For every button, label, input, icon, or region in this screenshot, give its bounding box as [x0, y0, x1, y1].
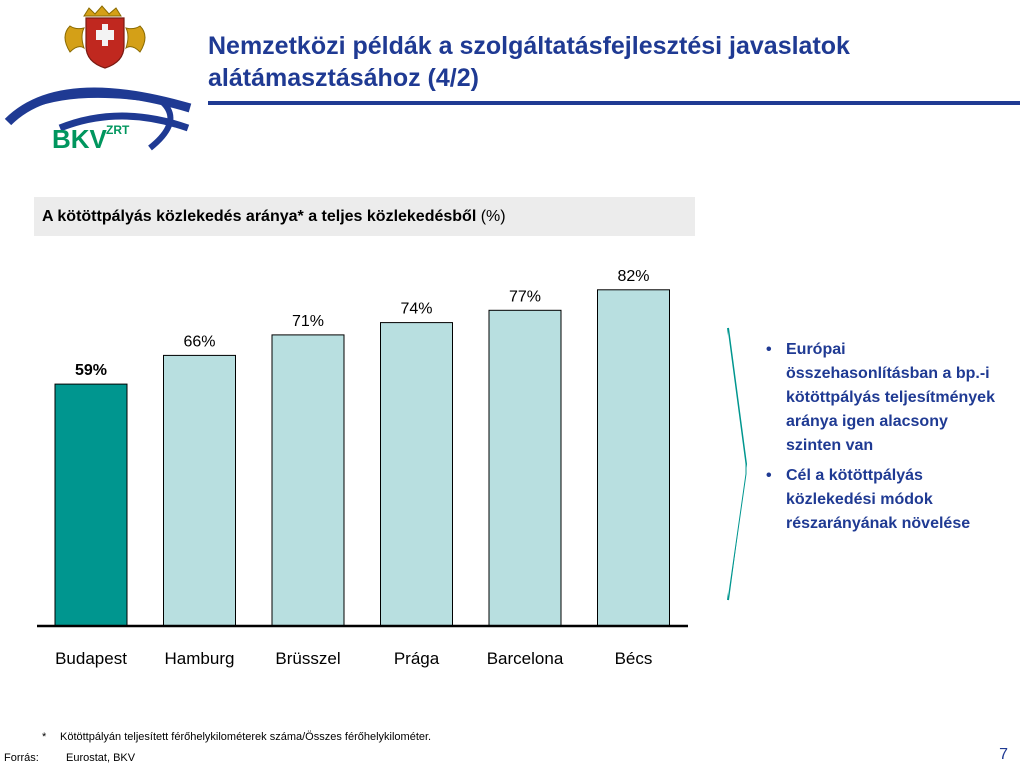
coat-of-arms-icon — [64, 5, 146, 69]
footnote: * Kötöttpályán teljesített férőhelykilomé… — [42, 731, 431, 743]
bar-chart: 59% Budapest 66% Hamburg 71% Brüsszel 74% Prága… — [37, 268, 688, 668]
category-label: Prága — [394, 649, 440, 668]
bkv-logo-superscript: ZRT — [106, 123, 130, 137]
bullet-item: Európai összehasonlításban a bp.-i kötöt… — [760, 338, 1000, 458]
title-divider — [208, 101, 1020, 105]
source-note: Forrás: Eurostat, BKV — [4, 752, 135, 764]
page-title-line-2: alátámasztásához (4/2) — [208, 64, 479, 92]
bkv-logo-text: BKV — [52, 124, 108, 154]
bkv-logo: BKV ZRT — [0, 0, 210, 160]
data-label: 59% — [75, 362, 107, 379]
bar-barcelona — [488, 309, 562, 627]
data-label: 74% — [400, 301, 432, 318]
bar-hamburg — [163, 354, 236, 627]
chevron-arrow-icon — [727, 327, 748, 601]
chart-heading-bold: A kötöttpályás közlekedés aránya* a telj… — [42, 208, 477, 225]
footnote-text: Kötöttpályán teljesített férőhelykilomét… — [60, 731, 432, 743]
source-label: Forrás: — [4, 752, 39, 764]
category-label: Budapest — [55, 649, 127, 668]
data-label: 66% — [183, 333, 215, 350]
bar-prága — [380, 322, 453, 627]
page-title: Nemzetközi példák a szolgáltatásfejleszt… — [208, 30, 1008, 94]
category-label: Hamburg — [165, 649, 235, 668]
bar-budapest — [54, 383, 128, 627]
key-findings-list: Európai összehasonlításban a bp.-i kötöt… — [760, 338, 1000, 542]
bar-bécs — [597, 289, 670, 627]
footnote-marker: * — [42, 731, 47, 743]
data-label: 77% — [509, 288, 541, 305]
page-number: 7 — [999, 746, 1008, 763]
category-label: Brüsszel — [275, 649, 340, 668]
source-text: Eurostat, BKV — [66, 752, 136, 764]
bullet-item: Cél a kötöttpályás közlekedési módok rés… — [760, 464, 1000, 536]
coat-of-arms-and-bkv-logo-icon: BKV ZRT — [4, 5, 192, 154]
bar-brüsszel — [271, 334, 345, 627]
bkv-swoosh-icon — [4, 87, 192, 151]
category-label: Barcelona — [487, 649, 564, 668]
data-label: 71% — [292, 313, 324, 330]
category-label: Bécs — [615, 649, 653, 668]
chart-heading: A kötöttpályás közlekedés aránya* a telj… — [34, 197, 695, 236]
data-label: 82% — [617, 268, 649, 285]
chart-heading-unit: (%) — [476, 208, 506, 225]
page-title-line-1: Nemzetközi példák a szolgáltatásfejleszt… — [208, 32, 850, 60]
